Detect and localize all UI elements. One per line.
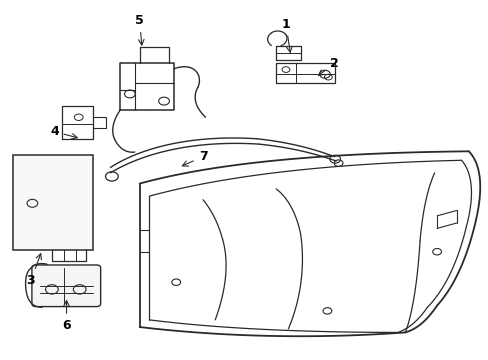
- Text: 6: 6: [62, 301, 71, 332]
- Text: 2: 2: [318, 57, 338, 75]
- Text: 4: 4: [50, 125, 77, 139]
- Text: 1: 1: [281, 18, 291, 52]
- FancyBboxPatch shape: [32, 265, 101, 307]
- Text: 5: 5: [135, 14, 144, 45]
- Text: 7: 7: [182, 150, 207, 166]
- Text: 3: 3: [26, 254, 41, 287]
- Bar: [13, 155, 93, 250]
